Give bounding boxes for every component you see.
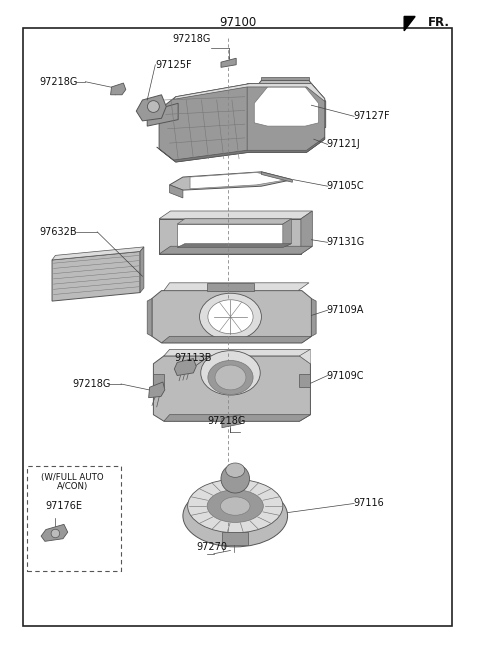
- Text: A/CON): A/CON): [57, 482, 88, 491]
- Ellipse shape: [220, 497, 250, 515]
- Polygon shape: [245, 80, 325, 133]
- Polygon shape: [52, 252, 140, 301]
- Polygon shape: [169, 172, 292, 190]
- Polygon shape: [159, 83, 250, 162]
- Text: FR.: FR.: [428, 16, 450, 30]
- Polygon shape: [283, 219, 291, 248]
- Ellipse shape: [208, 300, 253, 334]
- Polygon shape: [154, 374, 164, 387]
- Ellipse shape: [200, 293, 262, 340]
- Ellipse shape: [147, 101, 159, 112]
- Polygon shape: [52, 247, 144, 260]
- Polygon shape: [164, 350, 311, 356]
- Polygon shape: [177, 224, 283, 248]
- Polygon shape: [152, 290, 312, 343]
- Polygon shape: [262, 77, 309, 80]
- Polygon shape: [164, 415, 311, 421]
- Ellipse shape: [201, 351, 260, 395]
- Polygon shape: [159, 219, 301, 254]
- Ellipse shape: [183, 485, 288, 547]
- Text: 97218G: 97218G: [172, 34, 211, 43]
- Polygon shape: [147, 103, 178, 126]
- Text: 97109A: 97109A: [326, 306, 364, 315]
- Ellipse shape: [208, 361, 253, 394]
- Text: 97131G: 97131G: [326, 237, 365, 247]
- Bar: [222, 532, 248, 545]
- Ellipse shape: [215, 365, 246, 390]
- Polygon shape: [174, 359, 196, 376]
- Polygon shape: [190, 173, 288, 189]
- Text: 97270: 97270: [196, 542, 227, 552]
- Polygon shape: [41, 524, 68, 541]
- Polygon shape: [262, 172, 292, 182]
- Ellipse shape: [226, 463, 245, 478]
- Polygon shape: [312, 298, 316, 336]
- Text: 97121J: 97121J: [326, 139, 360, 149]
- Ellipse shape: [207, 489, 264, 522]
- Polygon shape: [301, 211, 312, 254]
- Polygon shape: [300, 350, 311, 364]
- Polygon shape: [154, 356, 311, 421]
- Text: 97176E: 97176E: [46, 501, 83, 511]
- Ellipse shape: [188, 480, 283, 533]
- Text: 97218G: 97218G: [72, 379, 111, 389]
- Polygon shape: [300, 374, 311, 387]
- Text: 97218G: 97218G: [39, 77, 78, 87]
- Ellipse shape: [221, 464, 250, 493]
- Polygon shape: [157, 137, 324, 162]
- Polygon shape: [250, 83, 324, 152]
- Text: 97113B: 97113B: [174, 353, 212, 363]
- Polygon shape: [161, 336, 312, 343]
- Polygon shape: [110, 83, 126, 95]
- Polygon shape: [159, 211, 312, 219]
- Polygon shape: [207, 283, 254, 290]
- Polygon shape: [140, 247, 144, 292]
- Polygon shape: [222, 415, 241, 428]
- Polygon shape: [404, 16, 415, 31]
- Polygon shape: [149, 382, 165, 397]
- Bar: [27, 466, 121, 572]
- Text: 97116: 97116: [353, 499, 384, 509]
- Polygon shape: [221, 58, 236, 68]
- Polygon shape: [173, 83, 324, 101]
- Polygon shape: [254, 87, 319, 126]
- Polygon shape: [147, 298, 152, 336]
- Polygon shape: [247, 83, 324, 152]
- Text: 97109C: 97109C: [326, 371, 364, 380]
- Polygon shape: [177, 219, 291, 224]
- Polygon shape: [164, 283, 309, 290]
- Text: 97632B: 97632B: [39, 227, 77, 237]
- Text: 97218G: 97218G: [208, 416, 246, 426]
- Polygon shape: [136, 95, 166, 121]
- Text: (W/FULL AUTO: (W/FULL AUTO: [41, 473, 104, 482]
- Text: 97100: 97100: [219, 16, 256, 30]
- Polygon shape: [177, 244, 291, 248]
- Polygon shape: [159, 246, 312, 254]
- Polygon shape: [169, 185, 183, 198]
- Text: 97125F: 97125F: [156, 60, 192, 70]
- Ellipse shape: [51, 530, 60, 537]
- Text: 97127F: 97127F: [353, 111, 390, 122]
- Text: 97105C: 97105C: [326, 181, 364, 191]
